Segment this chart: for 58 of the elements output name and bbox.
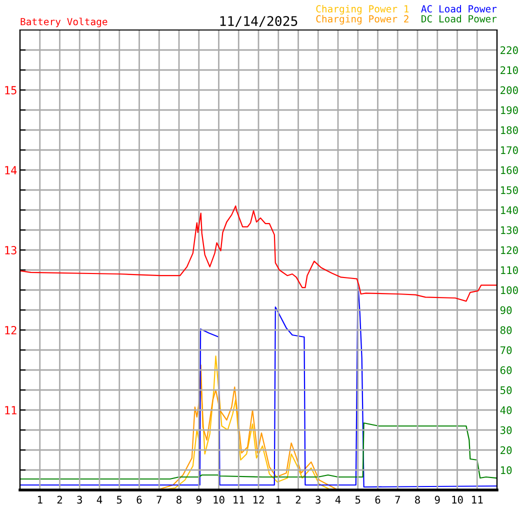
x-tick-label: 11 [234,496,244,504]
x-tick-label: 4 [96,496,102,504]
y2-tick-label: 40 [500,406,512,414]
y2-tick-label: 30 [500,426,512,434]
y2-tick-label: 10 [501,466,512,474]
y2-tick-label: 160 [501,166,518,174]
y2-tick-label: 100 [501,286,518,294]
x-tick-label: 4 [335,496,341,504]
y2-tick-label: 20 [500,446,512,454]
y2-tick-label: 70 [500,346,512,354]
y2-tick-label: 210 [500,66,518,74]
x-tick-label: 3 [77,496,82,504]
y2-tick-label: 180 [501,126,518,134]
y2-tick-label: 220 [500,46,518,54]
text: AC Load Power [421,4,497,13]
y-tick-label: 12 [5,326,16,334]
x-tick-label: 5 [355,496,360,504]
x-tick-label: 1 [38,496,42,504]
x-tick-label: 6 [136,496,142,504]
x-tick-label: 11 [472,496,483,504]
y-tick-label: 13 [5,246,16,254]
x-tick-label: 8 [415,496,420,504]
x-tick-label: 6 [375,496,380,504]
line-series [20,205,497,302]
line-series [20,422,497,480]
y2-tick-label: 170 [501,146,518,154]
y2-tick-label: 150 [501,186,518,194]
x-tick-label: 9 [434,496,440,504]
x-tick-label: 8 [176,496,182,504]
y2-tick-label: 120 [501,246,518,254]
x-tick-label: 10 [214,496,224,504]
x-tick-label: 5 [116,496,122,504]
text: DC Load Power [422,14,497,22]
chart-title: 11/14/2025 [220,16,298,28]
y2-tick-label: 110 [501,266,518,274]
x-tick-label: 7 [395,496,400,504]
y2-tick-label: 50 [500,386,512,394]
y2-tick-label: 140 [501,206,518,214]
y2-tick-label: 130 [501,226,518,234]
x-tick-label: 3 [316,496,320,504]
y-tick-label: 14 [5,166,17,174]
y2-tick-label: 60 [500,366,512,374]
y2-tick-label: 200 [500,86,518,94]
y2-tick-label: 80 [500,326,512,334]
y-axis-title: Battery Voltage [20,18,108,28]
y-tick-label: 11 [5,406,16,414]
y2-tick-label: 190 [501,106,518,114]
x-tick-label: 7 [156,496,162,504]
y2-tick-label: 90 [500,306,512,314]
text: Charging Power 1 [316,4,409,14]
x-tick-label: 9 [196,496,202,504]
x-tick-label: 10 [452,496,463,504]
x-tick-label: 2 [57,496,62,504]
x-tick-label: 1 [276,496,281,504]
x-tick-label: 2 [296,496,300,504]
text: Charging Power 2 [316,15,408,24]
x-tick-label: 12 [253,496,264,504]
y-tick-label: 15 [5,86,16,94]
